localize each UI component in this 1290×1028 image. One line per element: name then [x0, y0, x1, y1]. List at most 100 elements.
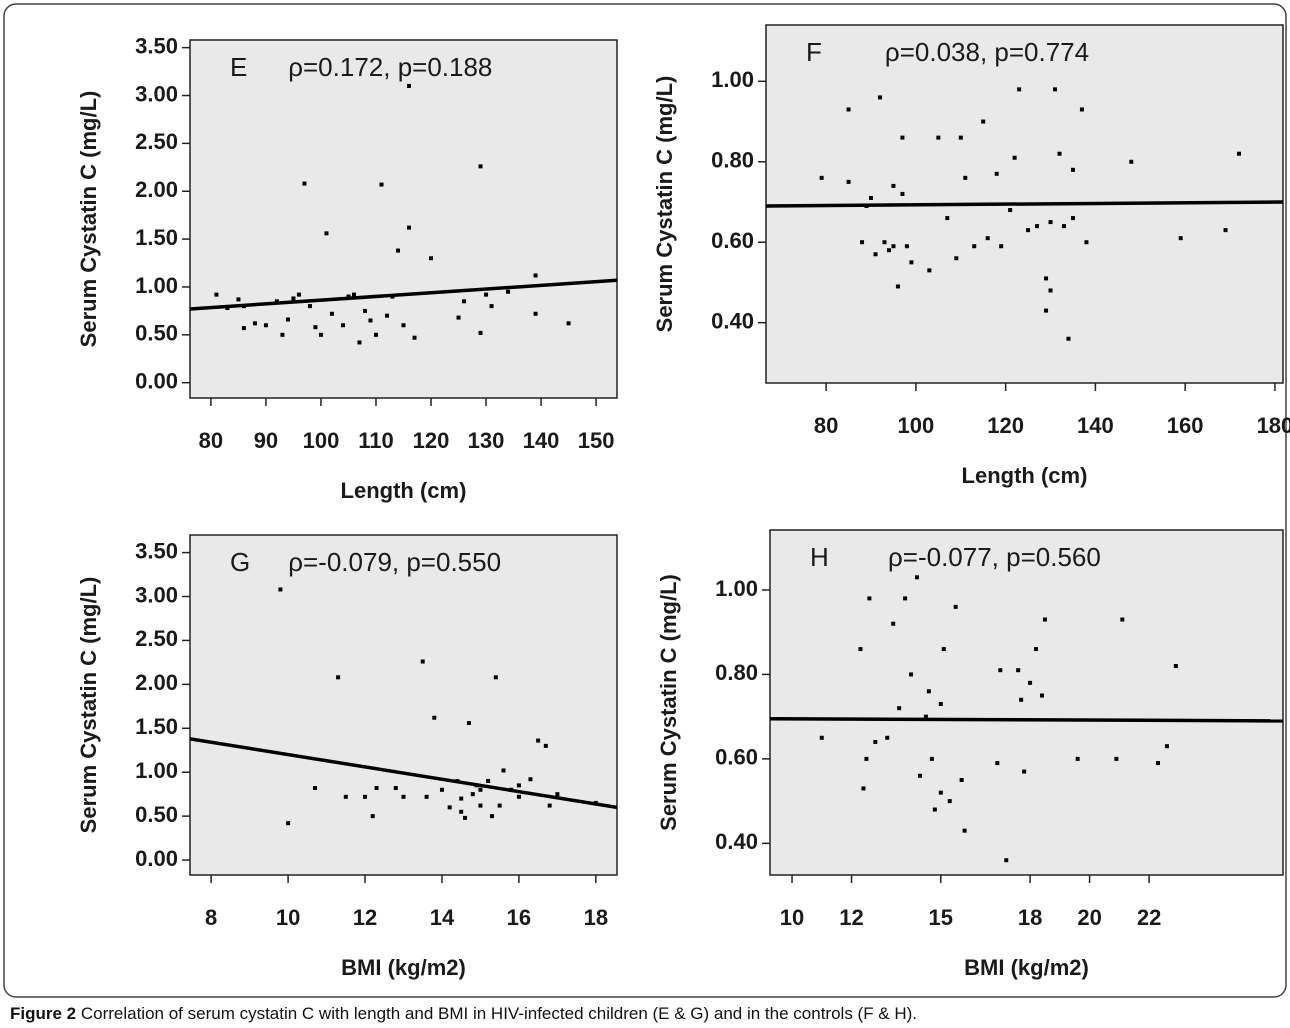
x-tick-label: 140: [1077, 413, 1114, 438]
point: [274, 299, 279, 304]
x-tick-label: 14: [430, 905, 455, 930]
point: [374, 786, 379, 791]
point: [462, 299, 467, 304]
point: [407, 225, 412, 230]
panel-label: H: [810, 542, 829, 572]
caption-label: Figure 2: [10, 1004, 77, 1023]
point: [947, 799, 952, 804]
trend-line: [190, 737, 617, 810]
point: [885, 735, 890, 740]
x-tick-label: 10: [276, 905, 300, 930]
point: [954, 256, 959, 261]
annotation: ρ=0.172, p=0.188: [288, 52, 492, 82]
point: [891, 183, 896, 188]
annotation: ρ=0.038, p=0.774: [885, 37, 1089, 67]
point: [1016, 668, 1021, 673]
point: [478, 787, 483, 792]
point: [459, 796, 464, 801]
point: [869, 195, 874, 200]
point: [318, 332, 323, 337]
point: [357, 340, 362, 345]
point: [963, 175, 968, 180]
y-tick-label: 0.40: [711, 308, 754, 333]
y-tick-label: 2.50: [135, 626, 178, 651]
point: [329, 311, 334, 316]
y-axis-title: Serum Cystatin C (mg/L): [656, 574, 681, 831]
point: [923, 714, 928, 719]
x-tick-label: 18: [1018, 905, 1042, 930]
point: [909, 260, 914, 265]
point: [1223, 228, 1228, 233]
y-tick-label: 0.60: [711, 228, 754, 253]
point: [1028, 680, 1033, 685]
point: [932, 807, 937, 812]
point: [891, 621, 896, 626]
point: [466, 721, 471, 726]
y-axis-title: Serum Cystatin C (mg/L): [76, 91, 101, 348]
point: [1044, 308, 1049, 313]
point: [846, 107, 851, 112]
point: [528, 777, 533, 782]
point: [252, 321, 257, 326]
point: [945, 216, 950, 221]
point: [1053, 87, 1058, 92]
x-tick-label: 22: [1137, 905, 1161, 930]
figure-border: [3, 3, 1287, 998]
x-axis-title: BMI (kg/m2): [341, 955, 466, 980]
point: [343, 794, 348, 799]
x-tick-label: 15: [929, 905, 953, 930]
y-tick-label: 1.00: [135, 273, 178, 298]
point: [484, 292, 489, 297]
point: [373, 332, 378, 337]
x-axis-title: Length (cm): [962, 463, 1088, 488]
point: [897, 706, 902, 711]
x-tick-label: 120: [413, 428, 450, 453]
y-tick-label: 1.50: [135, 225, 178, 250]
point: [936, 135, 941, 140]
point: [972, 244, 977, 249]
y-axis-title: Serum Cystatin C (mg/L): [76, 577, 101, 834]
point: [864, 756, 869, 761]
point: [995, 761, 1000, 766]
y-tick-label: 3.50: [135, 33, 178, 58]
x-tick-label: 180: [1257, 413, 1290, 438]
trend-line: [190, 278, 617, 311]
point: [1129, 159, 1134, 164]
y-tick-label: 0.00: [135, 368, 178, 393]
point: [424, 794, 429, 799]
point: [489, 304, 494, 309]
point: [1034, 647, 1039, 652]
point: [393, 786, 398, 791]
y-tick-label: 1.50: [135, 714, 178, 739]
point: [1048, 220, 1053, 225]
point: [886, 248, 891, 253]
point: [1156, 761, 1161, 766]
point: [1075, 756, 1080, 761]
point: [1042, 617, 1047, 622]
point: [882, 240, 887, 245]
point: [478, 164, 483, 169]
point: [407, 83, 412, 88]
y-tick-label: 0.00: [135, 846, 178, 871]
point: [291, 296, 296, 301]
point: [1017, 87, 1022, 92]
point: [994, 171, 999, 176]
point: [478, 803, 483, 808]
panel-label: F: [806, 37, 822, 67]
x-tick-label: 16: [507, 905, 531, 930]
x-tick-label: 100: [898, 413, 935, 438]
point: [286, 821, 291, 826]
y-tick-label: 2.00: [135, 670, 178, 695]
y-tick-label: 1.00: [135, 758, 178, 783]
point: [351, 292, 356, 297]
point: [313, 786, 318, 791]
point: [962, 828, 967, 833]
point: [929, 756, 934, 761]
point: [1173, 663, 1178, 668]
point: [819, 175, 824, 180]
point: [432, 715, 437, 720]
y-tick-label: 1.00: [715, 576, 758, 601]
point: [429, 256, 434, 261]
plot-area: [769, 529, 1284, 876]
